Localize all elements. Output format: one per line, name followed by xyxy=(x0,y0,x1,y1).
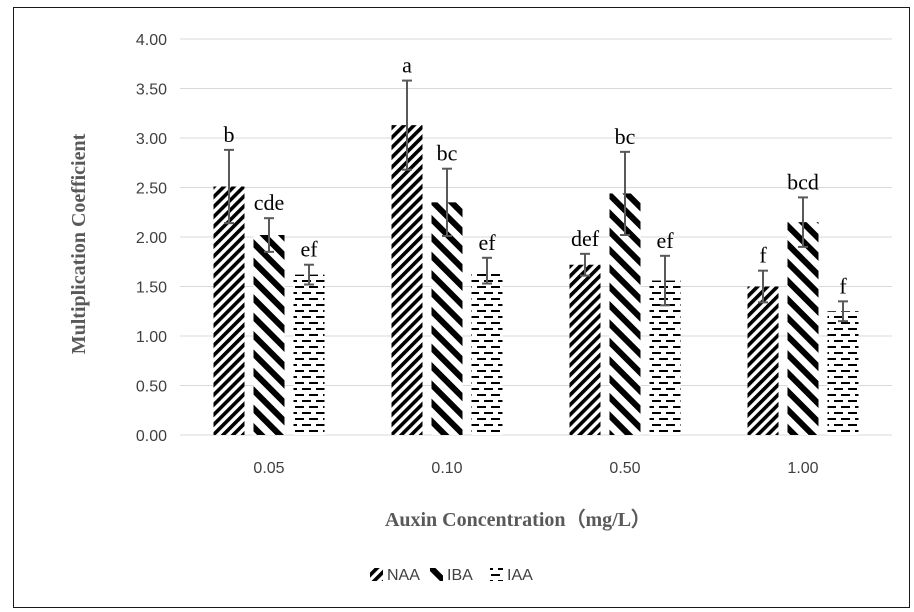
legend-swatch-iba xyxy=(430,568,443,581)
y-tick-label: 1.00 xyxy=(136,329,167,346)
bars-layer xyxy=(213,125,859,435)
significance-letter: a xyxy=(402,53,412,78)
x-axis-title: Auxin Concentration（mg/L） xyxy=(385,508,651,531)
significance-letter: ef xyxy=(478,230,496,255)
significance-letter: b xyxy=(224,122,235,147)
bar-iaa xyxy=(471,270,503,435)
legend-swatch-iaa xyxy=(490,568,503,581)
x-tick-label: 1.00 xyxy=(787,460,818,477)
significance-letter: bc xyxy=(615,124,636,149)
y-tick-label: 0.50 xyxy=(136,379,167,396)
legend-label-naa: NAA xyxy=(387,567,420,584)
y-tick-label: 1.50 xyxy=(136,280,167,297)
error-bars-layer xyxy=(224,79,848,323)
bar-chart: 0.000.501.001.502.002.503.003.504.00 bcd… xyxy=(68,32,892,584)
x-axis-tick-labels: 0.05 0.10 0.50 1.00 xyxy=(253,460,818,477)
significance-letter: def xyxy=(571,226,600,251)
bar-iba xyxy=(253,235,285,435)
significance-letter: ef xyxy=(300,237,318,262)
gridlines xyxy=(180,38,892,436)
significance-letter: f xyxy=(759,243,767,268)
bar-naa xyxy=(213,186,245,435)
significance-letter: cde xyxy=(254,190,285,215)
significance-letter: ef xyxy=(656,228,674,253)
bar-naa xyxy=(391,125,423,435)
significance-letter: bcd xyxy=(787,169,819,194)
legend-swatch-naa xyxy=(370,568,383,581)
x-tick-label: 0.10 xyxy=(431,460,462,477)
legend-label-iba: IBA xyxy=(447,567,473,584)
y-tick-label: 4.00 xyxy=(136,32,167,49)
y-tick-label: 2.00 xyxy=(136,230,167,247)
legend-label-iaa: IAA xyxy=(507,567,533,584)
y-tick-label: 3.50 xyxy=(136,82,167,99)
bar-naa xyxy=(569,264,601,435)
bar-iba xyxy=(787,222,819,435)
significance-letter: bc xyxy=(437,141,458,166)
y-axis-tick-labels: 0.00 0.50 1.00 1.50 2.00 2.50 3.00 3.50 4.00 xyxy=(136,32,167,445)
bar-iba xyxy=(431,202,463,435)
y-axis-title: Multiplication Coefficient xyxy=(68,133,90,354)
x-tick-label: 0.50 xyxy=(609,460,640,477)
bar-iaa xyxy=(293,274,325,435)
bar-iaa xyxy=(827,311,859,435)
significance-letter: f xyxy=(839,273,847,298)
y-tick-label: 3.00 xyxy=(136,131,167,148)
x-tick-label: 0.05 xyxy=(253,460,284,477)
chart-frame: 0.00 0.50 1.00 1.50 2.00 2.50 3.00 3.50 4.00 b cd… xyxy=(13,7,910,608)
legend: NAA IBA IAA xyxy=(370,567,533,584)
bar-naa xyxy=(747,286,779,435)
y-tick-label: 0.00 xyxy=(136,428,167,445)
y-tick-label: 2.50 xyxy=(136,181,167,198)
